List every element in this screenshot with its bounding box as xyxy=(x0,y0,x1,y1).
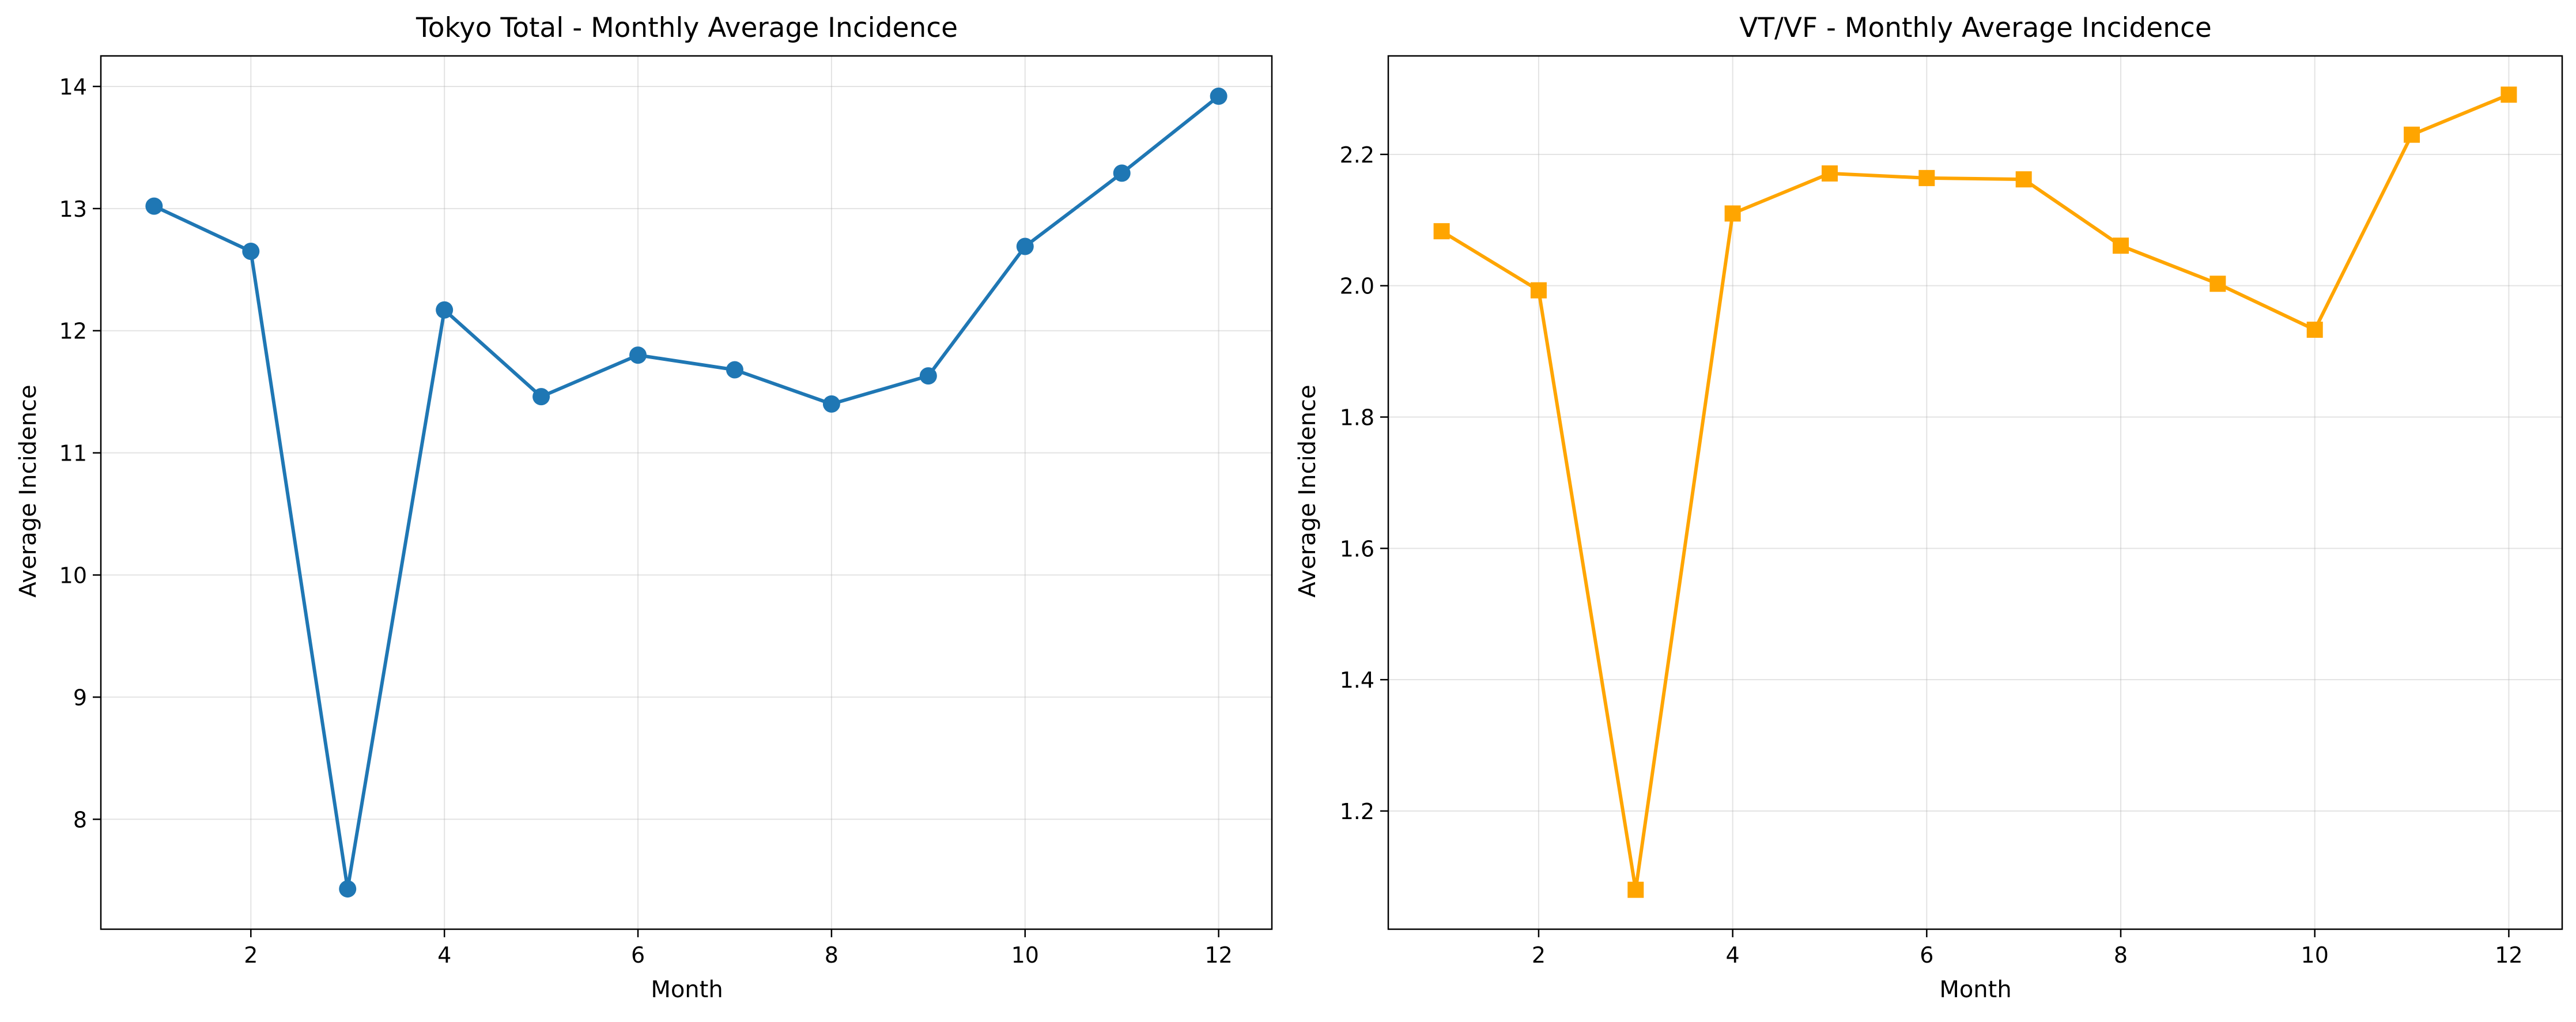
x-tick-label: 6 xyxy=(1920,942,1933,968)
data-point xyxy=(726,361,743,379)
axes: 2 4 6 8 10 12 8 9 10 11 12 13 14 xyxy=(59,74,1233,968)
tokyo-total-chart: Tokyo Total - Monthly Average Incidence … xyxy=(15,12,1273,1003)
chart-title: Tokyo Total - Monthly Average Incidence xyxy=(416,12,958,44)
plot-frame xyxy=(100,55,1273,930)
x-tick-label: 4 xyxy=(1726,942,1740,968)
x-tick-label: 12 xyxy=(2495,942,2522,968)
data-point xyxy=(1113,164,1131,182)
data-point xyxy=(532,388,550,406)
data-point xyxy=(1530,282,1547,299)
data-point xyxy=(1724,205,1741,222)
data-point xyxy=(629,346,647,364)
x-tick-label: 10 xyxy=(1011,942,1039,968)
data-point xyxy=(436,301,454,319)
x-tick-label: 10 xyxy=(2301,942,2329,968)
data-point xyxy=(1016,237,1034,255)
y-tick-label: 12 xyxy=(59,319,87,344)
plot-frame xyxy=(1387,55,2563,930)
data-point xyxy=(145,197,163,215)
y-tick-label: 14 xyxy=(59,74,87,100)
vt-vf-chart: VT/VF - Monthly Average Incidence Month … xyxy=(1294,12,2563,1003)
data-point xyxy=(2015,171,2032,188)
y-tick-label: 8 xyxy=(73,807,87,832)
y-tick-label: 1.2 xyxy=(1340,799,1374,824)
y-tick-label: 11 xyxy=(59,441,87,466)
x-tick-label: 8 xyxy=(825,942,838,968)
data-point xyxy=(242,243,260,261)
data-point xyxy=(2209,276,2226,292)
data-point xyxy=(919,367,937,385)
axes: 2 4 6 8 10 12 1.2 1.4 1.6 1.8 2.0 2.2 xyxy=(1340,142,2523,968)
series-line xyxy=(153,95,1220,891)
data-point xyxy=(1210,87,1227,105)
y-tick-label: 2.2 xyxy=(1340,142,1374,168)
grid-lines xyxy=(1388,56,2562,929)
data-point xyxy=(1627,881,1644,898)
x-tick-label: 2 xyxy=(1532,942,1546,968)
data-point xyxy=(1433,223,1450,240)
data-point xyxy=(1918,169,1935,186)
data-point xyxy=(1821,165,1838,182)
x-tick-label: 6 xyxy=(631,942,645,968)
x-tick-label: 2 xyxy=(244,942,258,968)
x-axis-label: Month xyxy=(1939,976,2011,1003)
data-point xyxy=(2113,237,2129,254)
data-point xyxy=(2306,322,2323,338)
y-tick-label: 10 xyxy=(59,563,87,589)
y-axis-label: Average Incidence xyxy=(15,384,41,597)
data-point xyxy=(822,395,840,413)
y-axis-label: Average Incidence xyxy=(1294,384,1321,597)
data-point xyxy=(2404,126,2420,143)
x-axis-label: Month xyxy=(651,976,723,1003)
y-tick-label: 9 xyxy=(73,685,87,710)
data-point xyxy=(2501,86,2517,103)
y-tick-label: 2.0 xyxy=(1340,274,1374,299)
chart-title: VT/VF - Monthly Average Incidence xyxy=(1739,12,2212,44)
y-tick-label: 1.4 xyxy=(1340,667,1374,693)
x-tick-label: 8 xyxy=(2114,942,2128,968)
data-point xyxy=(339,880,357,898)
y-tick-label: 1.6 xyxy=(1340,536,1374,561)
x-tick-label: 12 xyxy=(1204,942,1232,968)
y-tick-label: 1.8 xyxy=(1340,405,1374,431)
series-line xyxy=(1441,93,2510,892)
grid-lines xyxy=(101,56,1272,929)
y-tick-label: 13 xyxy=(59,197,87,222)
x-tick-label: 4 xyxy=(437,942,451,968)
